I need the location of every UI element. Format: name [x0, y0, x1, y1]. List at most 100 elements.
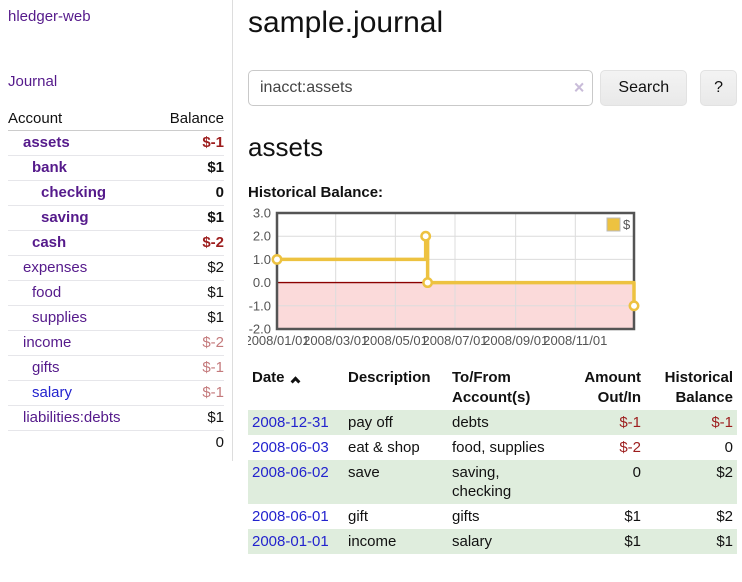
- sidebar-account-link[interactable]: salary: [32, 384, 73, 401]
- account-row: assets $-1: [8, 130, 224, 156]
- sidebar-account-link[interactable]: saving: [41, 209, 89, 226]
- balance-chart: $3.0 2.0 1.0 0.0 -1.0 -2.02008/01/012008/03/0…: [248, 206, 640, 348]
- register-header-description: Description: [348, 369, 431, 386]
- accounts-total-value: 0: [153, 430, 224, 455]
- account-name-cell: supplies: [8, 305, 154, 331]
- register-balance-cell: $2: [716, 508, 733, 525]
- app-title-link[interactable]: hledger-web: [8, 8, 91, 25]
- account-balance: $1: [153, 305, 224, 331]
- sidebar-account-link[interactable]: cash: [32, 234, 67, 251]
- sidebar-account-link[interactable]: expenses: [23, 259, 88, 276]
- account-balance: $1: [153, 155, 224, 181]
- register-row: 2008-12-31 pay off debts $-1 $-1: [248, 410, 737, 435]
- sidebar-account-link[interactable]: bank: [32, 159, 68, 176]
- search-button[interactable]: Search: [600, 70, 688, 106]
- register-balance-cell: $2: [716, 464, 733, 481]
- app-title: hledger-web: [8, 8, 224, 26]
- transaction-date-link[interactable]: 2008-01-01: [252, 533, 329, 550]
- sidebar-item-journal[interactable]: Journal: [8, 73, 58, 90]
- account-balance: 0: [153, 180, 224, 206]
- chart-title: Historical Balance:: [248, 184, 384, 201]
- accounts-total-row: 0: [8, 430, 224, 455]
- legend-label: $: [623, 217, 631, 232]
- account-name-cell: bank: [8, 155, 154, 181]
- x-tick-label: 2008/11/01: [543, 333, 607, 348]
- data-point-marker: [271, 253, 283, 265]
- account-name-cell: gifts: [8, 355, 154, 381]
- sidebar-account-link[interactable]: checking: [41, 184, 107, 201]
- account-balance: $1: [153, 280, 224, 306]
- sidebar-account-link[interactable]: food: [32, 284, 62, 301]
- x-tick-label: 2008/03/01: [303, 333, 368, 348]
- main-content: sample.journal × Search ? assets Histori…: [248, 0, 737, 554]
- account-name-cell: saving: [8, 205, 154, 231]
- register-header-amount: Amount Out/In: [584, 369, 641, 406]
- help-button[interactable]: ?: [700, 70, 737, 106]
- sidebar: hledger-web Journal Account Balance asse…: [0, 0, 233, 461]
- transaction-date-link[interactable]: 2008-06-01: [252, 508, 329, 525]
- sidebar-account-link[interactable]: income: [23, 334, 72, 351]
- account-name-cell: liabilities:debts: [8, 405, 154, 431]
- register-description-cell: income: [348, 533, 397, 550]
- transaction-date-link[interactable]: 2008-06-02: [252, 464, 329, 481]
- accounts-header-account: Account: [8, 107, 154, 131]
- register-date-cell: 2008-12-31: [248, 410, 344, 435]
- account-row: gifts $-1: [8, 355, 224, 381]
- register-description-cell: pay off: [348, 414, 393, 431]
- register-amount-cell: $1: [624, 508, 641, 525]
- register-accounts-cell: food, supplies: [452, 439, 545, 456]
- register-balance-cell: 0: [724, 439, 733, 456]
- account-row: salary $-1: [8, 380, 224, 406]
- account-name-cell: cash: [8, 230, 154, 256]
- sidebar-account-link[interactable]: liabilities:debts: [23, 409, 121, 426]
- register-row: 2008-06-01 gift gifts $1 $2: [248, 504, 737, 529]
- y-tick-label: -2.0: [249, 322, 271, 337]
- x-tick-label: 2008/05/01: [363, 333, 428, 348]
- register-accounts-cell: gifts: [452, 508, 480, 525]
- transaction-date-link[interactable]: 2008-06-03: [252, 439, 329, 456]
- account-row: cash $-2: [8, 230, 224, 256]
- register-date-cell: 2008-01-01: [248, 529, 344, 554]
- register-accounts-cell: debts: [452, 414, 489, 431]
- sidebar-account-link[interactable]: assets: [23, 134, 70, 151]
- account-row: expenses $2: [8, 255, 224, 281]
- register-date-cell: 2008-06-01: [248, 504, 344, 529]
- account-row: bank $1: [8, 155, 224, 181]
- x-tick-label: 2008/01/01: [248, 333, 310, 348]
- register-row: 2008-06-02 save saving, checking 0 $2: [248, 460, 737, 504]
- account-name-cell: salary: [8, 380, 154, 406]
- search-clear-icon[interactable]: ×: [573, 77, 585, 98]
- register-amount-cell: $-2: [619, 439, 641, 456]
- register-amount-cell: $1: [624, 533, 641, 550]
- account-balance: $-2: [153, 230, 224, 256]
- legend-swatch: [606, 217, 621, 232]
- account-balance: $-1: [153, 130, 224, 156]
- register-accounts-cell: saving, checking: [452, 464, 512, 500]
- account-row: saving $1: [8, 205, 224, 231]
- register-amount-cell: 0: [632, 464, 641, 481]
- register-header-balance: Historical Balance: [664, 369, 733, 406]
- transaction-date-link[interactable]: 2008-12-31: [252, 414, 329, 431]
- sidebar-account-link[interactable]: gifts: [32, 359, 60, 376]
- register-row: 2008-06-03 eat & shop food, supplies $-2 0: [248, 435, 737, 460]
- search-input[interactable]: [248, 70, 594, 106]
- register-row: 2008-01-01 income salary $1 $1: [248, 529, 737, 554]
- account-row: food $1: [8, 280, 224, 306]
- x-tick-label: 2008/09/01: [483, 333, 548, 348]
- accounts-header-balance: Balance: [153, 107, 224, 131]
- data-point-marker: [420, 230, 432, 242]
- y-tick-label: -1.0: [249, 298, 271, 313]
- y-tick-label: 0.0: [253, 275, 271, 290]
- account-name-cell: food: [8, 280, 154, 306]
- accounts-total-spacer: [8, 430, 154, 455]
- account-row: checking 0: [8, 180, 224, 206]
- register-header-date-label: Date: [252, 369, 285, 386]
- search-form: × Search ?: [248, 70, 737, 106]
- account-balance: $-1: [153, 355, 224, 381]
- register-header-date[interactable]: Date: [248, 366, 344, 410]
- register-description-cell: save: [348, 464, 380, 481]
- register-header-accounts: To/From Account(s): [452, 369, 531, 406]
- account-heading: assets: [248, 132, 324, 162]
- sidebar-account-link[interactable]: supplies: [32, 309, 88, 326]
- register-date-cell: 2008-06-02: [248, 460, 344, 504]
